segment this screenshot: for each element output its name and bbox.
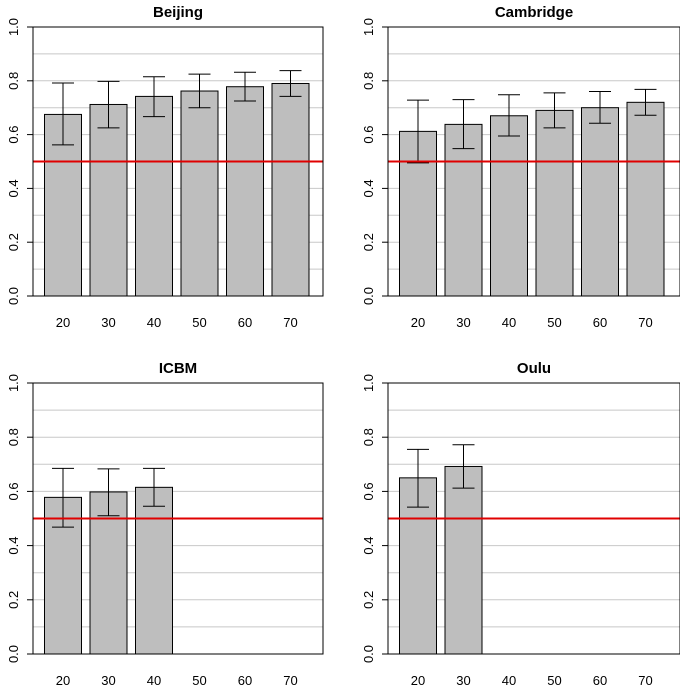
y-tick-label: 0.4 bbox=[361, 537, 376, 555]
x-tick-label: 60 bbox=[593, 315, 607, 330]
bar-30 bbox=[444, 465, 483, 655]
x-tick-label: 50 bbox=[192, 315, 206, 330]
y-tick-label: 0.2 bbox=[361, 233, 376, 251]
y-tick-label: 0.0 bbox=[6, 287, 21, 305]
bar-40 bbox=[135, 486, 173, 655]
y-tick-label: 0.4 bbox=[361, 179, 376, 197]
x-tick-label: 20 bbox=[56, 673, 70, 687]
y-tick-label: 0.0 bbox=[361, 287, 376, 305]
bar-30 bbox=[444, 123, 483, 297]
error-bar-70 bbox=[279, 70, 302, 97]
error-bar-20 bbox=[52, 82, 74, 146]
y-tick-label: 0.6 bbox=[6, 482, 21, 500]
y-tick-label: 1.0 bbox=[6, 18, 21, 36]
bar-50 bbox=[180, 90, 219, 297]
x-tick-label: 60 bbox=[238, 315, 252, 330]
x-tick-label: 30 bbox=[101, 673, 115, 687]
y-tick-label: 0.8 bbox=[6, 428, 21, 446]
x-tick-label: 30 bbox=[456, 315, 470, 330]
y-tick-label: 0.6 bbox=[361, 482, 376, 500]
x-tick-label: 50 bbox=[547, 673, 561, 687]
plot-frame bbox=[387, 26, 680, 297]
panel-title: Cambridge bbox=[495, 4, 573, 21]
chart-panel-beijing: Beijing 0.0 0.2 0.4 0.6 0.8 1.0 20 30 40 50 60 70 bbox=[6, 4, 324, 330]
error-bar-40 bbox=[498, 94, 520, 137]
x-tick-label: 70 bbox=[638, 673, 652, 687]
error-bar-30 bbox=[97, 80, 120, 129]
x-tick-label: 20 bbox=[411, 673, 425, 687]
bar-40 bbox=[135, 95, 173, 297]
x-tick-label: 60 bbox=[593, 673, 607, 687]
error-bar-20 bbox=[52, 467, 74, 528]
y-tick-label: 0.6 bbox=[361, 126, 376, 144]
y-tick-label: 1.0 bbox=[361, 18, 376, 36]
chart-panel-oulu: Oulu 0.0 0.2 0.4 0.6 0.8 1.0 20 30 40 50 60 70 bbox=[361, 360, 680, 687]
error-bar-30 bbox=[452, 444, 475, 489]
x-tick-label: 30 bbox=[456, 673, 470, 687]
error-bar-40 bbox=[143, 467, 165, 507]
bar-50 bbox=[535, 109, 574, 297]
y-tick-label: 0.4 bbox=[6, 179, 21, 197]
bar-40 bbox=[490, 115, 528, 297]
chart-panel-cambridge: Cambridge 0.0 0.2 0.4 0.6 0.8 1.0 20 30 40 50 60 70 bbox=[361, 4, 680, 330]
y-tick-label: 0.4 bbox=[6, 537, 21, 555]
error-bar-30 bbox=[452, 99, 475, 150]
error-bar-60 bbox=[234, 71, 256, 102]
x-tick-label: 40 bbox=[502, 315, 516, 330]
y-tick-label: 0.8 bbox=[361, 428, 376, 446]
bar-30 bbox=[89, 103, 128, 297]
x-tick-label: 40 bbox=[147, 673, 161, 687]
x-tick-label: 70 bbox=[283, 315, 297, 330]
bar-70 bbox=[626, 101, 665, 297]
x-tick-label: 50 bbox=[547, 315, 561, 330]
y-tick-label: 0.8 bbox=[361, 72, 376, 90]
x-tick-label: 40 bbox=[502, 673, 516, 687]
y-tick-label: 0.0 bbox=[6, 645, 21, 663]
y-tick-label: 0.6 bbox=[6, 126, 21, 144]
y-tick-label: 0.2 bbox=[361, 591, 376, 609]
y-tick-label: 0.8 bbox=[6, 72, 21, 90]
bar-70 bbox=[271, 82, 310, 297]
y-tick-label: 0.2 bbox=[6, 233, 21, 251]
error-bar-50 bbox=[188, 73, 211, 109]
panel-title: Beijing bbox=[153, 4, 203, 21]
x-tick-label: 50 bbox=[192, 673, 206, 687]
bar-60 bbox=[226, 86, 264, 297]
x-tick-label: 20 bbox=[56, 315, 70, 330]
x-tick-label: 60 bbox=[238, 673, 252, 687]
y-tick-label: 0.0 bbox=[361, 645, 376, 663]
x-tick-label: 30 bbox=[101, 315, 115, 330]
error-bar-70 bbox=[634, 88, 657, 116]
x-tick-label: 20 bbox=[411, 315, 425, 330]
panel-title: Oulu bbox=[517, 360, 551, 377]
error-bar-40 bbox=[143, 76, 165, 118]
error-bar-50 bbox=[543, 92, 566, 129]
y-tick-label: 0.2 bbox=[6, 591, 21, 609]
error-bar-60 bbox=[589, 91, 611, 124]
panel-title: ICBM bbox=[159, 360, 197, 377]
plot-frame bbox=[387, 382, 680, 655]
error-bar-30 bbox=[97, 468, 120, 517]
y-tick-label: 1.0 bbox=[361, 374, 376, 392]
x-tick-label: 70 bbox=[638, 315, 652, 330]
error-bar-20 bbox=[407, 448, 429, 508]
chart-panel-icbm: ICBM 0.0 0.2 0.4 0.6 0.8 1.0 20 30 40 50 60 70 bbox=[6, 360, 324, 687]
x-tick-label: 70 bbox=[283, 673, 297, 687]
y-tick-label: 1.0 bbox=[6, 374, 21, 392]
plot-frame bbox=[32, 26, 324, 297]
bar-60 bbox=[581, 107, 619, 297]
error-bar-20 bbox=[407, 99, 429, 164]
plot-frame bbox=[32, 382, 324, 655]
x-tick-label: 40 bbox=[147, 315, 161, 330]
